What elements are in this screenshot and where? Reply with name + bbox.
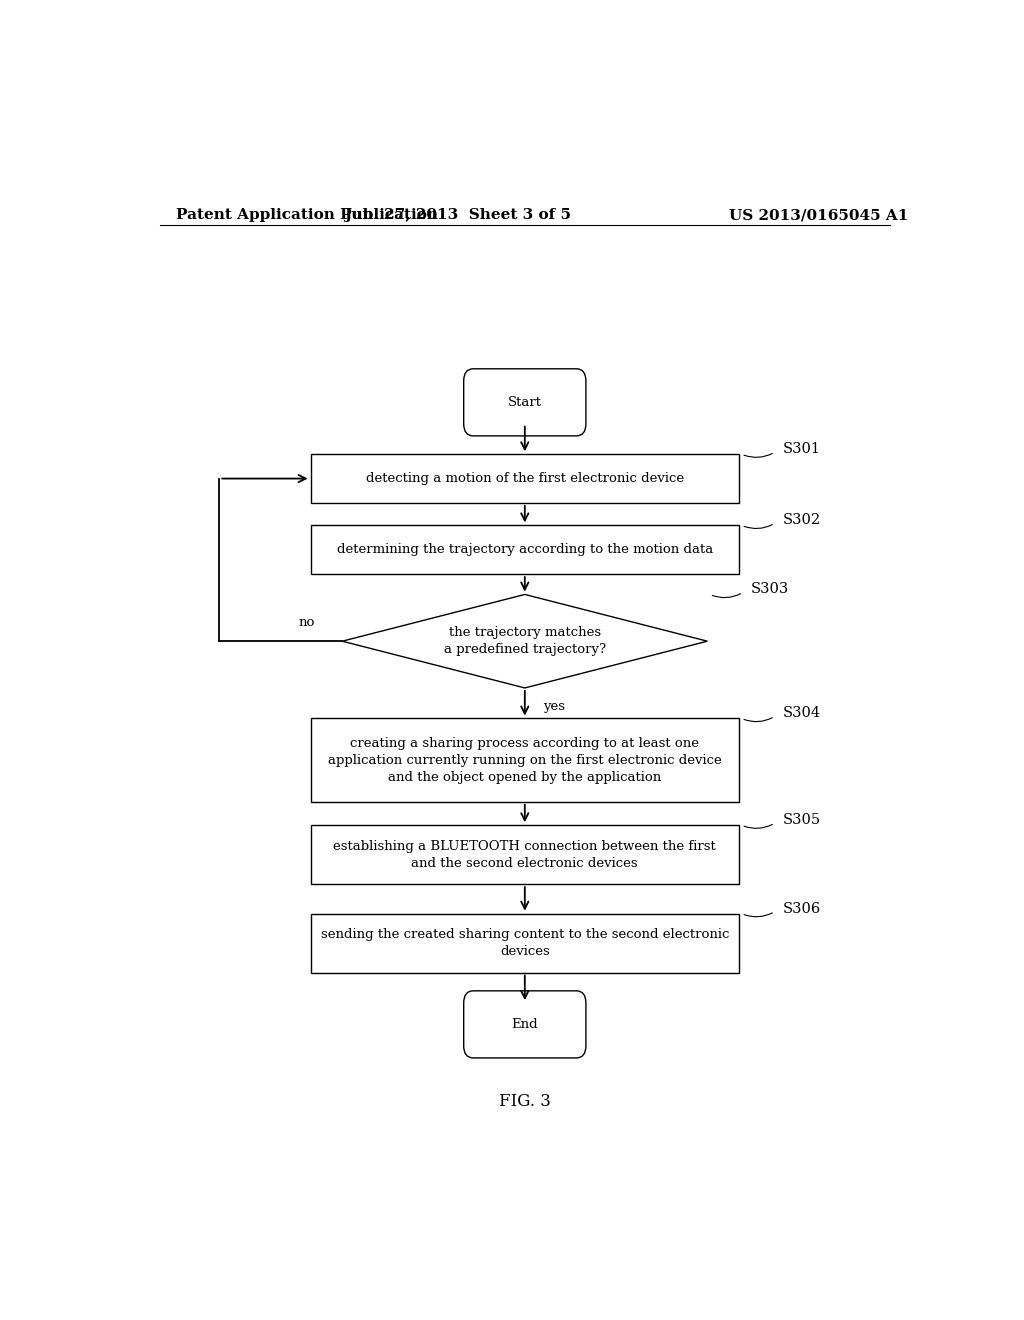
Text: Jun. 27, 2013  Sheet 3 of 5: Jun. 27, 2013 Sheet 3 of 5 [344,209,570,222]
Text: S305: S305 [782,813,821,828]
Bar [310,525,739,574]
Text: S303: S303 [751,582,790,597]
Text: establishing a BLUETOOTH connection between the first
and the second electronic : establishing a BLUETOOTH connection betw… [334,840,716,870]
Bar [310,454,739,503]
Text: End: End [511,1018,539,1031]
Text: detecting a motion of the first electronic device: detecting a motion of the first electron… [366,473,684,484]
Text: sending the created sharing content to the second electronic
devices: sending the created sharing content to t… [321,928,729,958]
Text: S304: S304 [782,706,821,721]
Bar [310,825,739,884]
Text: yes: yes [543,700,565,713]
Text: Start: Start [508,396,542,409]
Polygon shape [342,594,708,688]
Text: S301: S301 [782,442,820,457]
Bar [310,718,739,801]
Text: no: no [298,616,314,630]
Text: determining the trajectory according to the motion data: determining the trajectory according to … [337,544,713,556]
Text: Patent Application Publication: Patent Application Publication [176,209,437,222]
FancyBboxPatch shape [464,368,586,436]
Bar [310,913,739,973]
Text: the trajectory matches
a predefined trajectory?: the trajectory matches a predefined traj… [443,626,606,656]
Text: S302: S302 [782,513,821,527]
Text: FIG. 3: FIG. 3 [499,1093,551,1110]
Text: S306: S306 [782,902,821,916]
Text: US 2013/0165045 A1: US 2013/0165045 A1 [729,209,908,222]
FancyBboxPatch shape [464,991,586,1057]
Text: creating a sharing process according to at least one
application currently runni: creating a sharing process according to … [328,737,722,784]
